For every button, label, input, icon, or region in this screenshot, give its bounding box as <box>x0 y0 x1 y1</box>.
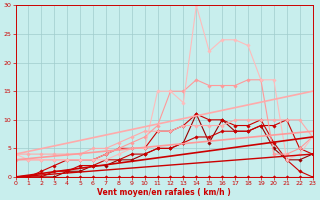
X-axis label: Vent moyen/en rafales ( km/h ): Vent moyen/en rafales ( km/h ) <box>97 188 231 197</box>
